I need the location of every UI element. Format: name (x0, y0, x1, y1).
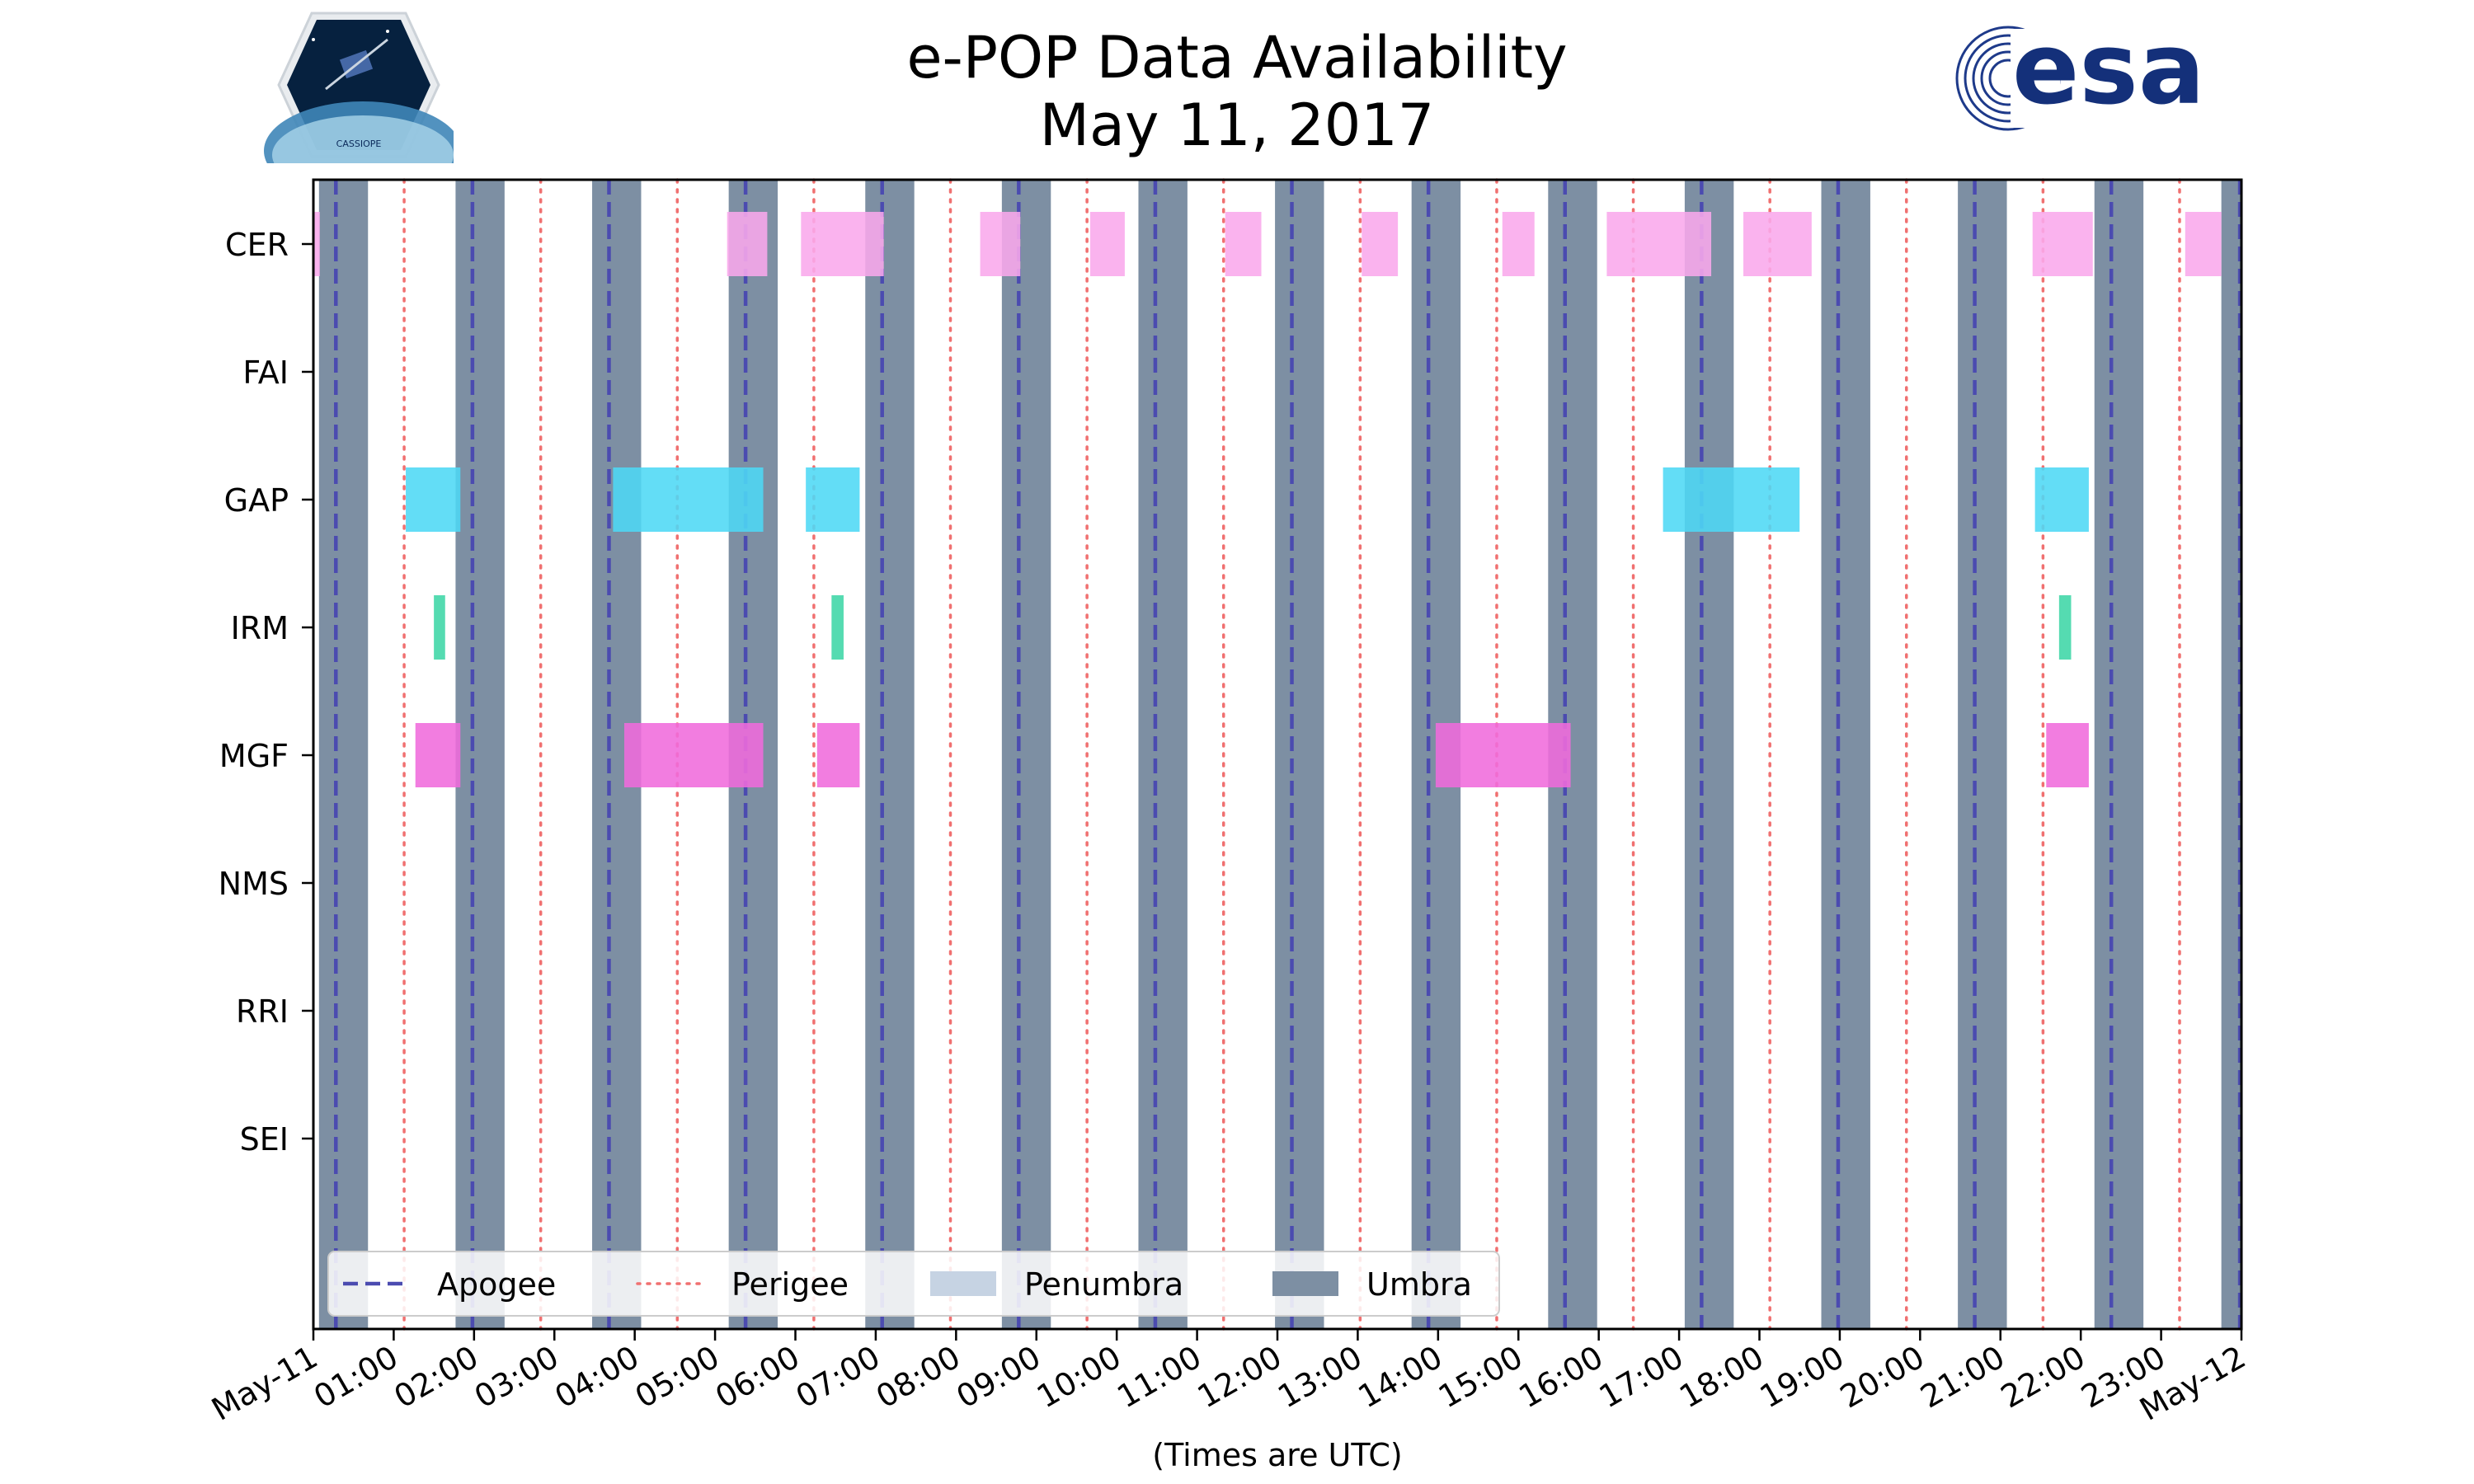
availability-bar-cer (1743, 212, 1812, 276)
esa-logo-text: esa (2012, 21, 2205, 127)
availability-bar-cer (313, 212, 320, 276)
availability-bar-cer (727, 212, 768, 276)
y-tick-label: RRI (236, 993, 289, 1030)
umbra-band (1138, 180, 1188, 1329)
x-tick-label: 08:00 (870, 1339, 967, 1416)
legend-label: Umbra (1366, 1266, 1472, 1303)
availability-bar-cer (1090, 212, 1125, 276)
x-tick-label: 13:00 (1272, 1339, 1368, 1416)
umbra-band (1958, 180, 2007, 1329)
availability-bar-mgf (2046, 723, 2089, 787)
x-tick-label: 18:00 (1673, 1339, 1770, 1416)
y-tick-label: GAP (224, 482, 289, 519)
x-tick-label: 04:00 (548, 1339, 645, 1416)
availability-bar-cer (801, 212, 884, 276)
legend-swatch (930, 1271, 996, 1296)
availability-bar-cer (980, 212, 1021, 276)
x-tick-label: 09:00 (950, 1339, 1047, 1416)
availability-bar-cer (1225, 212, 1262, 276)
cassiope-logo-text: CASSIOPE (336, 139, 382, 149)
umbra-band (1821, 180, 1870, 1329)
x-axis-label: (Times are UTC) (1152, 1437, 1402, 1473)
availability-bar-mgf (1435, 723, 1571, 787)
x-tick-label: 10:00 (1031, 1339, 1127, 1416)
x-tick-label: 20:00 (1834, 1339, 1931, 1416)
cassiope-logo: CASSIOPE (264, 12, 454, 163)
availability-bar-irm (831, 595, 844, 660)
availability-bar-gap (2034, 467, 2089, 532)
x-tick-label: 15:00 (1432, 1339, 1529, 1416)
x-tick-label: 07:00 (790, 1339, 887, 1416)
y-tick-label: FAI (242, 355, 289, 391)
x-tick-label: 21:00 (1914, 1339, 2011, 1416)
availability-bar-cer (1502, 212, 1535, 276)
availability-bar-mgf (415, 723, 461, 787)
availability-bar-gap (406, 467, 461, 532)
umbra-band (1001, 180, 1051, 1329)
availability-bar-cer (1362, 212, 1399, 276)
x-tick-label: 14:00 (1352, 1339, 1448, 1416)
availability-bar-gap (1663, 467, 1800, 532)
x-tick-label: 19:00 (1754, 1339, 1851, 1416)
legend-label: Perigee (731, 1266, 849, 1303)
x-tick-label: 17:00 (1593, 1339, 1690, 1416)
availability-bar-cer (2185, 212, 2222, 276)
availability-bar-irm (434, 595, 445, 660)
y-tick-label: NMS (219, 866, 289, 902)
x-tick-label: 02:00 (388, 1339, 484, 1416)
x-tick-label: May-11 (205, 1339, 323, 1428)
availability-bar-gap (806, 467, 860, 532)
umbra-band (2094, 180, 2144, 1329)
umbra-band (865, 180, 915, 1329)
x-tick-label: 05:00 (629, 1339, 726, 1416)
x-tick-label: 06:00 (709, 1339, 806, 1416)
umbra-band (318, 180, 369, 1329)
chart-title: e-POP Data Availability (906, 24, 1568, 92)
legend-label: Penumbra (1024, 1266, 1183, 1303)
x-tick-label: 01:00 (308, 1339, 404, 1416)
y-tick-label: CER (225, 227, 289, 263)
umbra-band (455, 180, 505, 1329)
legend-label: Apogee (437, 1266, 556, 1303)
availability-bar-gap (613, 467, 764, 532)
esa-logo: esa (1955, 21, 2205, 131)
availability-bar-irm (2058, 595, 2072, 660)
availability-bar-mgf (624, 723, 764, 787)
legend-swatch (1272, 1271, 1338, 1296)
y-tick-label: MGF (219, 738, 289, 774)
umbra-band (1684, 180, 1734, 1329)
x-tick-label: 11:00 (1111, 1339, 1207, 1416)
x-tick-label: 16:00 (1512, 1339, 1609, 1416)
legend-box (327, 1251, 1500, 1317)
y-tick-label: SEI (240, 1121, 289, 1158)
umbra-band (1275, 180, 1324, 1329)
availability-bar-mgf (816, 723, 860, 787)
x-tick-label: 22:00 (1995, 1339, 2091, 1416)
x-tick-label: 03:00 (468, 1339, 565, 1416)
availability-bar-cer (2032, 212, 2093, 276)
x-tick-label: 12:00 (1192, 1339, 1288, 1416)
y-tick-label: IRM (231, 610, 289, 646)
umbra-band (2221, 180, 2241, 1329)
chart-subtitle: May 11, 2017 (1039, 92, 1435, 159)
availability-bar-cer (1606, 212, 1712, 276)
